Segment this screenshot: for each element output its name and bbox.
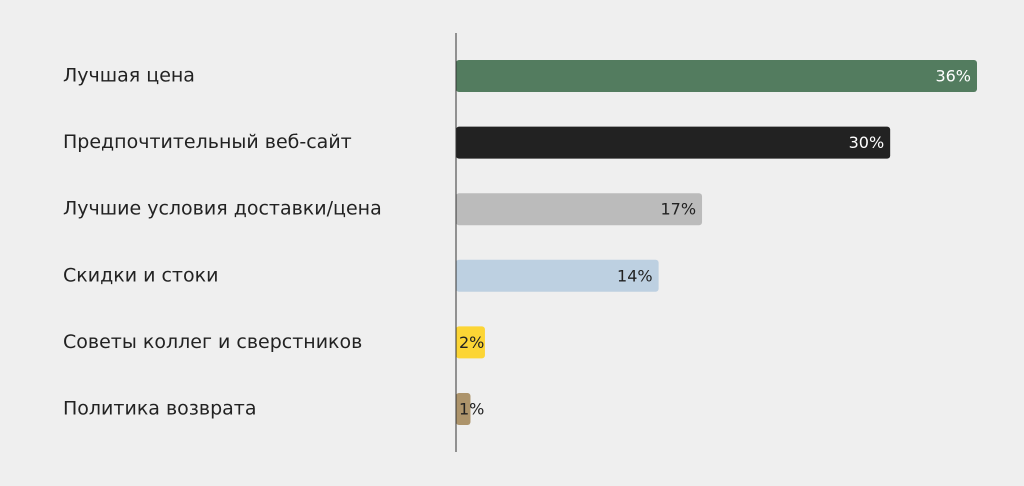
bar xyxy=(456,326,485,359)
value-label: 2% xyxy=(459,333,484,352)
category-label: Советы коллег и сверстников xyxy=(63,331,362,353)
bar xyxy=(456,393,471,425)
category-label: Лучшая цена xyxy=(63,65,195,87)
category-label: Политика возврата xyxy=(63,398,257,420)
value-label: 17% xyxy=(660,200,696,219)
category-label: Предпочтительный веб-сайт xyxy=(63,131,352,153)
value-label: 36% xyxy=(935,67,971,86)
category-label: Лучшие условия доставки/цена xyxy=(63,198,382,220)
category-label: Скидки и стоки xyxy=(63,264,218,286)
bar xyxy=(456,193,703,226)
bar xyxy=(456,259,659,292)
value-label: 1% xyxy=(459,400,484,419)
value-label: 30% xyxy=(849,133,885,152)
value-label: 14% xyxy=(617,266,653,285)
bar xyxy=(456,126,891,159)
bar xyxy=(456,60,977,92)
